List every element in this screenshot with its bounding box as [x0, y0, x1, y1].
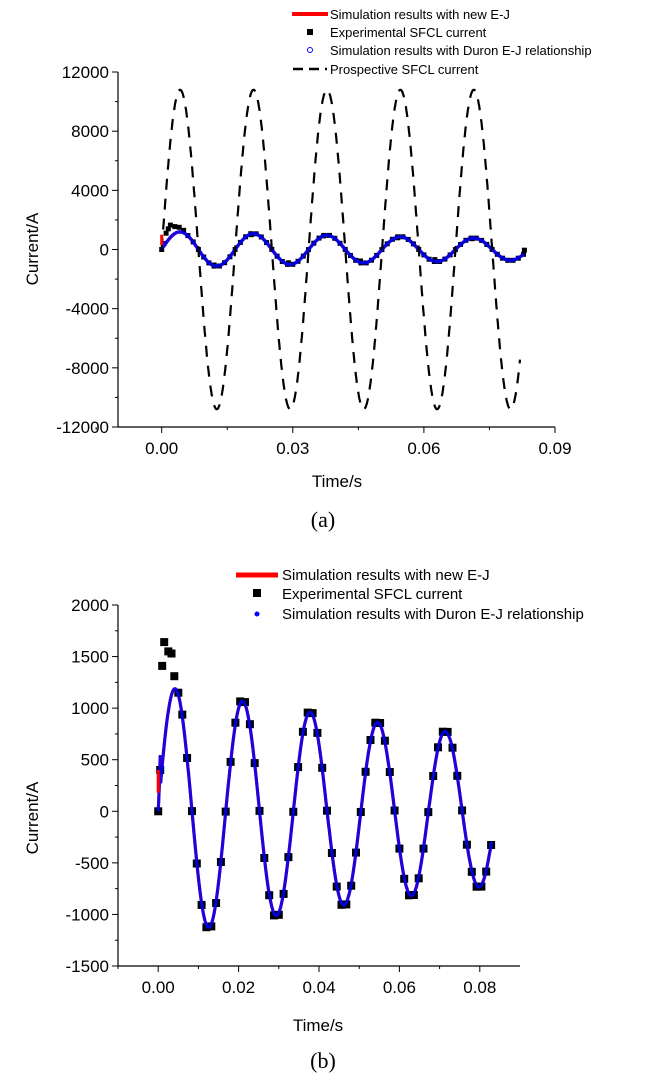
experimental-point-a — [181, 227, 187, 233]
y-tick-label-a: -8000 — [66, 359, 109, 378]
experimental-point-a — [521, 247, 527, 253]
x-tick-label-a: 0.06 — [407, 439, 440, 458]
panel-label-b: (b) — [310, 1048, 336, 1073]
legend-b-swatch-2 — [253, 589, 261, 597]
y-tick-label-a: 4000 — [71, 181, 109, 200]
series-duron-sim-a — [160, 230, 525, 268]
experimental-point-b — [158, 661, 167, 670]
x-axis-title-b: Time/s — [293, 1016, 343, 1035]
experimental-point-b — [160, 638, 169, 647]
legend-a-label-3: Simulation results with Duron E-J relati… — [330, 43, 592, 58]
experimental-point-b — [170, 672, 179, 681]
experimental-point-a — [163, 230, 169, 236]
x-tick-label-b: 0.00 — [142, 978, 175, 997]
y-tick-label-b: 1500 — [71, 648, 109, 667]
legend-a-label-1: Simulation results with new E-J — [330, 7, 510, 22]
y-tick-label-b: -1000 — [66, 905, 109, 924]
legend-b-label-2: Experimental SFCL current — [282, 586, 463, 603]
y-tick-label-b: -1500 — [66, 957, 109, 976]
panel-label-a: (a) — [311, 507, 335, 532]
x-axis-title-a: Time/s — [312, 472, 362, 491]
legend-b-label-1: Simulation results with new E-J — [282, 567, 490, 584]
legend-a: Simulation results with new E-J Experime… — [292, 7, 592, 77]
experimental-point-a — [172, 224, 178, 230]
y-axis-title-a: Current/A — [23, 212, 42, 285]
x-tick-label-a: 0.00 — [145, 439, 178, 458]
y-tick-label-a: 0 — [100, 241, 109, 260]
series-prospective-current-a — [160, 88, 522, 411]
experimental-point-a — [176, 224, 182, 230]
experimental-point-a — [165, 226, 171, 232]
y-axis-title-b: Current/A — [23, 781, 42, 854]
y-tick-label-b: -500 — [75, 854, 109, 873]
y-tick-label-b: 1000 — [71, 699, 109, 718]
y-tick-label-a: 12000 — [62, 63, 109, 82]
chart-panel-b: Simulation results with new E-J Experime… — [23, 567, 584, 1073]
x-tick-label-b: 0.02 — [222, 978, 255, 997]
legend-b-swatch-3 — [254, 611, 260, 617]
x-tick-label-b: 0.08 — [463, 978, 496, 997]
y-tick-label-b: 500 — [81, 751, 109, 770]
plot-area-b — [154, 638, 496, 932]
x-tick-label-b: 0.04 — [302, 978, 335, 997]
experimental-point-a — [167, 222, 173, 228]
y-tick-label-a: -12000 — [56, 418, 109, 437]
x-tick-label-a: 0.03 — [276, 439, 309, 458]
legend-a-swatch-3 — [307, 47, 313, 53]
experimental-point-b — [167, 649, 176, 658]
legend-a-swatch-2 — [307, 29, 313, 35]
x-tick-label-a: 0.09 — [538, 439, 571, 458]
plot-area-a — [159, 88, 527, 411]
legend-a-label-4: Prospective SFCL current — [330, 62, 479, 77]
y-tick-label-a: 8000 — [71, 122, 109, 141]
legend-b: Simulation results with new E-J Experime… — [236, 567, 584, 623]
x-tick-label-b: 0.06 — [383, 978, 416, 997]
y-tick-label-b: 2000 — [71, 596, 109, 615]
y-tick-label-b: 0 — [100, 802, 109, 821]
chart-panel-a: Simulation results with new E-J Experime… — [23, 7, 592, 532]
series-duron-sim-b — [156, 687, 494, 930]
y-tick-label-a: -4000 — [66, 300, 109, 319]
legend-b-label-3: Simulation results with Duron E-J relati… — [282, 606, 584, 623]
legend-a-label-2: Experimental SFCL current — [330, 25, 487, 40]
